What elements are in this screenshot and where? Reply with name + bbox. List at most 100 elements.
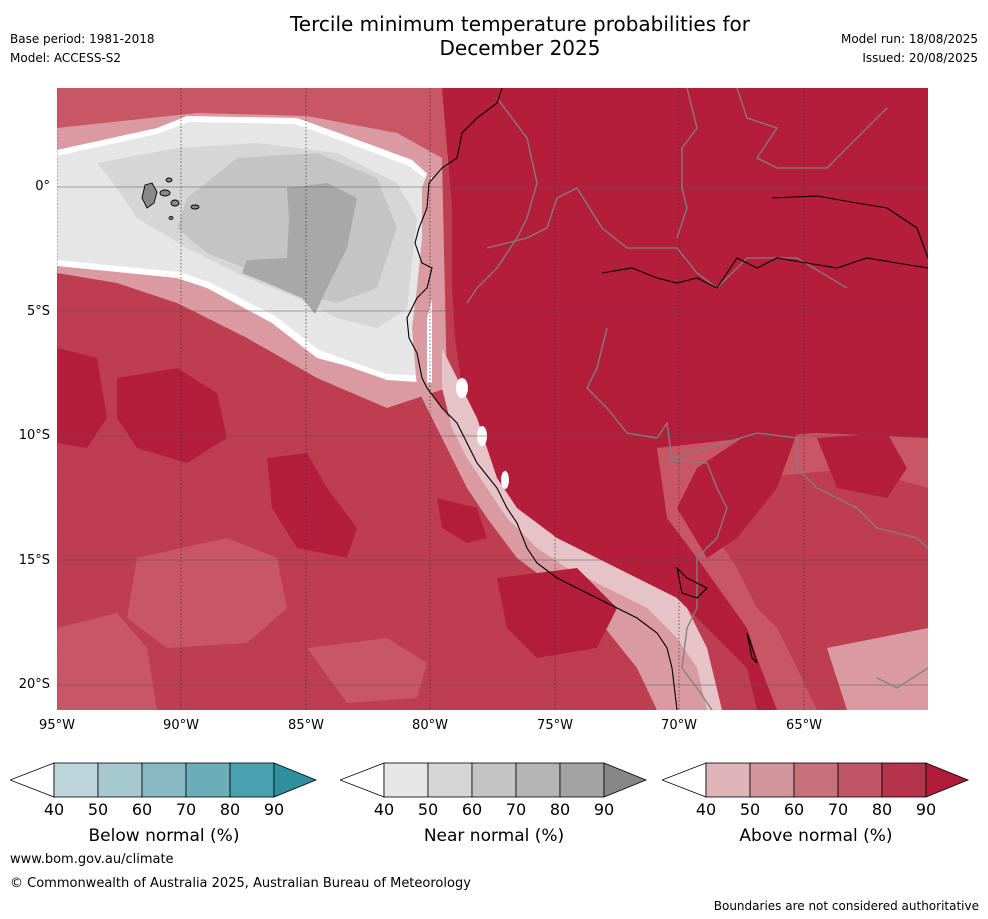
cb-near-tick: 40 [373, 800, 395, 819]
cb-above-tick: 60 [783, 800, 805, 819]
colorbar-below-normal: 40 50 60 70 80 90 Below normal (%) [10, 762, 318, 852]
coastlines [406, 88, 928, 710]
cb-above-seg-1 [705, 762, 751, 798]
cb-near-title: Near normal (%) [423, 826, 565, 846]
ocean-60-patch-1 [127, 538, 287, 648]
longitude-gridlines [57, 88, 805, 710]
ocean-80-patch-2 [267, 453, 357, 558]
colombia-brazil-border [676, 88, 698, 239]
colorbar-near-normal: 40 50 60 70 80 90 Near normal (%) [340, 762, 648, 852]
cb-below-tick: 40 [43, 800, 65, 819]
cb-near-ticks: 40 50 60 70 80 90 [340, 800, 648, 822]
lon-label-95w: 95°W [39, 718, 75, 733]
cb-below-tick: 80 [219, 800, 241, 819]
ocean-80-patch-3 [437, 498, 487, 543]
san-cristobal-island [170, 199, 180, 207]
colorbar-above-normal: 40 50 60 70 80 90 Above normal (%) [662, 762, 970, 852]
ocean-80-patch-4 [497, 568, 617, 658]
cb-near-tick: 90 [593, 800, 615, 819]
colombia-ecuador-border [466, 97, 538, 304]
cb-below-seg-4 [185, 762, 231, 798]
ocean-80-patch-5 [57, 348, 107, 448]
ocean-80-patch-1 [117, 368, 227, 463]
coastal-white-spot-1 [456, 378, 468, 398]
peru-bolivia-border [586, 327, 728, 710]
cb-below-tick: 50 [87, 800, 109, 819]
east-80-patch [817, 433, 907, 498]
cb-above-tick: 40 [695, 800, 717, 819]
lake-poopo [746, 632, 758, 664]
lon-label-85w: 85°W [288, 718, 324, 733]
colorbar-below-svg [10, 762, 318, 798]
cb-below-seg-3 [141, 762, 187, 798]
cb-near-tick: 60 [461, 800, 483, 819]
footer-url[interactable]: www.bom.gov.au/climate [10, 852, 174, 867]
lat-label-15s: 15°S [18, 553, 50, 568]
cb-below-seg-1 [53, 762, 99, 798]
issued-label: Issued: 20/08/2025 [862, 51, 978, 65]
cb-near-seg-5 [559, 762, 605, 798]
cb-above-seg-4 [837, 762, 883, 798]
base-period-label: Base period: 1981-2018 [10, 32, 155, 46]
ecuador-peru-border [486, 187, 578, 249]
footer-disclaimer: Boundaries are not considered authoritat… [713, 899, 979, 913]
ocean-60-patch-3 [307, 638, 427, 703]
southeast-40-region [827, 628, 928, 710]
cb-below-lower-extend [10, 762, 55, 798]
cb-below-upper-extend [273, 762, 318, 798]
santa-cruz-island [159, 189, 171, 197]
cb-above-tick: 80 [871, 800, 893, 819]
near-70-region [242, 183, 357, 314]
cb-above-ticks: 40 50 60 70 80 90 [662, 800, 970, 822]
cb-above-seg-3 [793, 762, 839, 798]
cb-below-tick: 60 [131, 800, 153, 819]
galapagos-islands [141, 177, 200, 220]
cb-above-lower-extend [662, 762, 707, 798]
coastal-white-spot-3 [501, 471, 509, 489]
probability-map [57, 88, 928, 710]
cb-below-seg-2 [97, 762, 143, 798]
lat-label-5s: 5°S [26, 304, 50, 319]
cb-above-seg-5 [881, 762, 927, 798]
cb-near-tick: 50 [417, 800, 439, 819]
cb-above-upper-extend [925, 762, 970, 798]
pacific-coastline [406, 88, 678, 710]
espanola-island [190, 204, 200, 210]
lon-label-80w: 80°W [412, 718, 448, 733]
title-line-1: Tercile minimum temperature probabilitie… [289, 12, 751, 36]
andes-80-patch [677, 428, 797, 558]
venezuela-border [736, 88, 888, 169]
isabela-island [141, 182, 158, 209]
lon-label-65w: 65°W [786, 718, 822, 733]
latitude-gridlines [57, 186, 928, 686]
cb-near-seg-4 [515, 762, 561, 798]
title-line-2: December 2025 [439, 36, 601, 60]
cb-below-tick: 90 [263, 800, 285, 819]
cb-above-tick: 50 [739, 800, 761, 819]
lon-label-70w: 70°W [661, 718, 697, 733]
cb-below-ticks: 40 50 60 70 80 90 [10, 800, 318, 822]
footer-copyright: © Commonwealth of Australia 2025, Austra… [10, 876, 471, 891]
cb-near-tick: 70 [505, 800, 527, 819]
cb-below-title: Below normal (%) [88, 826, 240, 846]
cb-near-upper-extend [603, 762, 648, 798]
cb-near-seg-3 [471, 762, 517, 798]
map-svg [57, 88, 928, 710]
lat-label-20s: 20°S [18, 677, 50, 692]
lat-label-0: 0° [35, 179, 50, 194]
colorbar-above-svg [662, 762, 970, 798]
brazil-bolivia-border [666, 432, 928, 549]
cb-above-tick: 90 [915, 800, 937, 819]
colorbar-near-svg [340, 762, 648, 798]
cb-near-seg-1 [383, 762, 429, 798]
cb-near-lower-extend [340, 762, 385, 798]
lon-label-90w: 90°W [163, 718, 199, 733]
cb-below-tick: 70 [175, 800, 197, 819]
cb-below-seg-5 [229, 762, 275, 798]
lake-titicaca [676, 566, 708, 599]
map-title: Tercile minimum temperature probabilitie… [250, 12, 790, 60]
coastal-pale-band [412, 168, 717, 710]
lon-label-75w: 75°W [537, 718, 573, 733]
model-run-label: Model run: 18/08/2025 [840, 32, 978, 46]
cb-near-seg-2 [427, 762, 473, 798]
